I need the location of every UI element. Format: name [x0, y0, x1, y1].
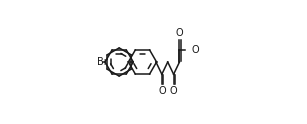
- Text: Br: Br: [97, 57, 108, 67]
- Text: O: O: [170, 86, 177, 96]
- Text: O: O: [191, 45, 199, 55]
- Text: O: O: [176, 28, 183, 38]
- Text: O: O: [158, 86, 166, 96]
